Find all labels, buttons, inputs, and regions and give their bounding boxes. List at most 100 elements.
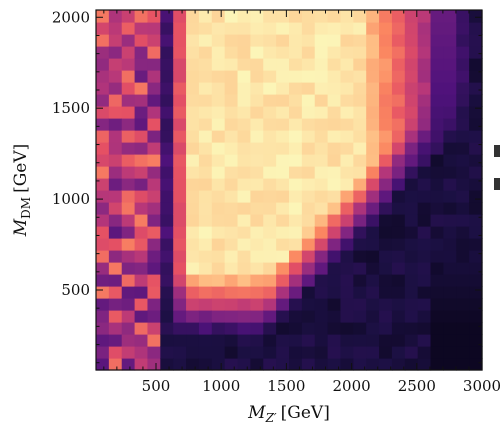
heatmap-cell [160,94,174,107]
heatmap-cell [379,22,393,35]
heatmap-cell [443,10,457,23]
x-tick-labels: 500 1000 1500 2000 2500 3000 [142,377,500,395]
heatmap-cell [327,106,342,119]
heatmap-cell [366,106,380,119]
heatmap-cell [366,274,380,287]
heatmap-cell [276,58,290,71]
heatmap-cell [198,262,213,275]
heatmap-cell [121,22,136,35]
heatmap-cell [96,34,110,47]
heatmap-cell [456,238,470,251]
heatmap-cell [456,214,470,227]
heatmap-cell [469,142,483,155]
heatmap-cell [289,178,303,191]
heatmap-cell [456,226,470,239]
heatmap-cell [366,34,380,47]
heatmap-cell [456,190,470,203]
heatmap-cell [121,310,136,323]
heatmap-cell [327,214,342,227]
heatmap-cell [250,250,264,263]
heatmap-cell [379,358,393,371]
heatmap-cell [430,346,444,359]
heatmap-cell [237,226,251,239]
heatmap-cell [314,310,329,323]
heatmap-cell [417,142,432,155]
heatmap-cell [301,238,316,251]
heatmap-cell [456,358,470,371]
heatmap-cell [147,34,161,47]
heatmap-cell [160,142,174,155]
heatmap-cell [263,94,277,107]
heatmap-cell [366,310,380,323]
heatmap-cell [96,106,110,119]
heatmap-cell [340,214,354,227]
heatmap-cell [456,82,470,95]
heatmap-cell [289,226,303,239]
heatmap-cell [186,250,200,263]
heatmap-cell [121,166,136,179]
heatmap-cell [108,34,123,47]
heatmap-cell [198,238,213,251]
heatmap-cell [314,154,329,167]
heatmap-cell [314,118,329,131]
heatmap-cell [469,22,483,35]
heatmap-cell [314,22,329,35]
heatmap-cell [134,250,149,263]
heatmap-cell [379,130,393,143]
heatmap-cell [224,298,239,311]
heatmap-cell [198,118,213,131]
axis-ticks [96,10,483,370]
heatmap-cell [263,118,277,131]
heatmap-cell [108,298,123,311]
heatmap-cell [224,178,239,191]
heatmap-cell [353,298,367,311]
heatmap-cell [108,238,123,251]
heatmap-cell [353,22,367,35]
heatmap-cell [121,274,136,287]
heatmap-cell [379,82,393,95]
heatmap-cell [263,46,277,59]
heatmap-cell [430,34,444,47]
heatmap-cell [456,166,470,179]
heatmap-cell [340,298,354,311]
heatmap-cell [96,214,110,227]
heatmap-cell [443,118,457,131]
heatmap-cell [404,190,419,203]
heatmap-cell [134,322,149,335]
y-tick-label: 2000 [52,8,90,26]
heatmap-cell [327,202,342,215]
heatmap-cell [108,10,123,23]
heatmap-cell [121,70,136,83]
heatmap-cell [160,250,174,263]
heatmap-cell [134,358,149,371]
heatmap-cell [224,322,239,335]
heatmap-cell [173,310,187,323]
heatmap-cell [353,154,367,167]
heatmap-cell [469,250,483,263]
y-axis-label: MDM[GeV] [11,144,33,238]
heatmap-cell [96,322,110,335]
heatmap-cell [430,94,444,107]
heatmap-cell [391,82,406,95]
heatmap-cell [134,202,149,215]
heatmap-cell [134,334,149,347]
heatmap-cell [469,238,483,251]
heatmap-cell [366,202,380,215]
heatmap-cell [289,322,303,335]
heatmap-cell [173,190,187,203]
heatmap-cell [469,226,483,239]
heatmap-cell [160,190,174,203]
heatmap-cells [96,10,483,371]
heatmap-cell [198,226,213,239]
heatmap-cell [456,334,470,347]
heatmap-cell [250,46,264,59]
heatmap-cell [108,142,123,155]
heatmap-cell [186,202,200,215]
heatmap-cell [469,46,483,59]
heatmap-cell [391,142,406,155]
heatmap-cell [134,22,149,35]
heatmap-cell [456,274,470,287]
heatmap-cell [456,322,470,335]
heatmap-cell [263,190,277,203]
heatmap-cell [134,286,149,299]
